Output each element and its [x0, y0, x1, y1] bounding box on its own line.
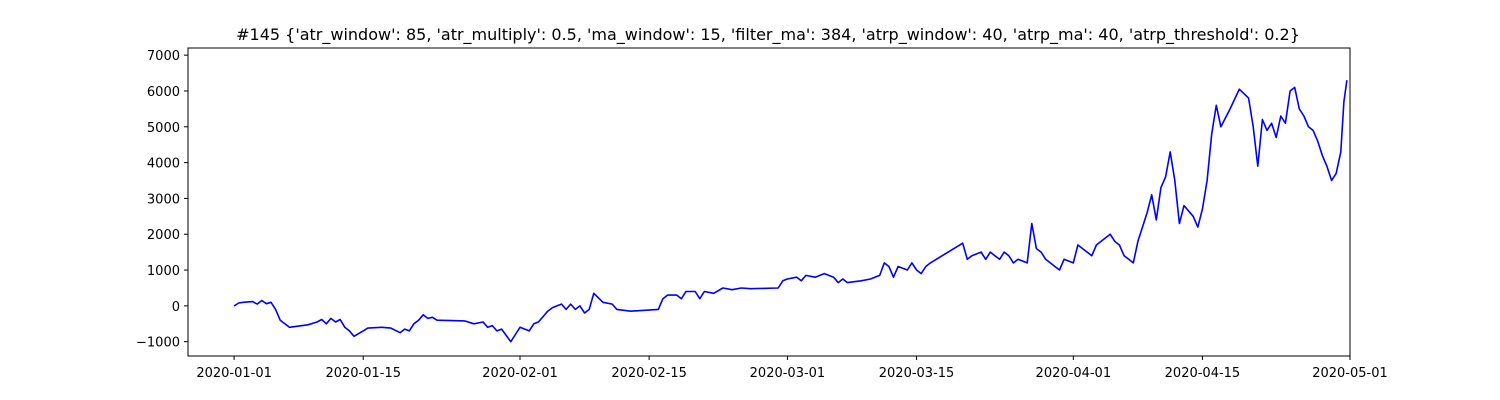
x-tick-label: 2020-02-01 — [482, 366, 558, 381]
y-axis: −1000 0 1000 2000 3000 4000 5000 6000 7000 — [136, 49, 188, 351]
y-tick-label: 7000 — [147, 49, 180, 64]
y-tick-label: 0 — [172, 300, 180, 315]
plot-frame — [187, 47, 1351, 357]
plot-area — [233, 80, 1348, 343]
y-tick-label: 3000 — [147, 192, 180, 207]
x-tick-label: 2020-03-15 — [879, 366, 955, 381]
y-tick-label: 2000 — [147, 228, 180, 243]
y-tick-label: 4000 — [147, 157, 180, 172]
x-tick-label: 2020-04-15 — [1165, 366, 1241, 381]
x-tick-label: 2020-03-01 — [750, 366, 826, 381]
y-tick-label: 6000 — [147, 85, 180, 100]
x-tick-label: 2020-05-01 — [1312, 366, 1388, 381]
x-tick-label: 2020-01-15 — [325, 366, 401, 381]
y-tick-label: 1000 — [147, 264, 180, 279]
x-tick-label: 2020-02-15 — [611, 366, 687, 381]
x-tick-label: 2020-04-01 — [1036, 366, 1112, 381]
chart-title: #145 {'atr_window': 85, 'atr_multiply': … — [236, 25, 1300, 45]
x-tick-label: 2020-01-01 — [196, 366, 272, 381]
y-tick-label: −1000 — [136, 336, 180, 351]
series-line-0 — [233, 80, 1348, 343]
y-tick-label: 5000 — [147, 121, 180, 136]
x-axis: 2020-01-01 2020-01-15 2020-02-01 2020-02-15… — [196, 356, 1388, 381]
